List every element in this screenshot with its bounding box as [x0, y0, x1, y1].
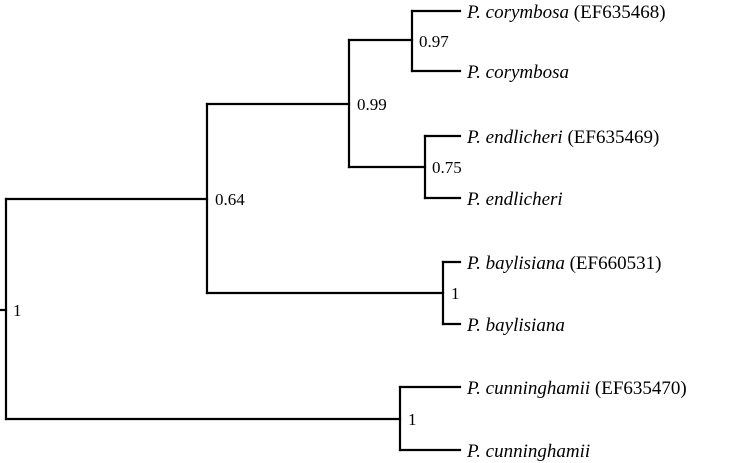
taxon-label: P. corymbosa	[466, 62, 569, 83]
species-name: P. corymbosa	[466, 62, 569, 83]
accession-number: (EF635470)	[595, 378, 687, 399]
support-cunninghamii: 1	[408, 410, 417, 429]
taxon-label: P. endlicheri	[466, 189, 563, 210]
accession-number: (EF635468)	[574, 2, 666, 23]
taxon-label: P. baylisiana	[466, 315, 565, 336]
species-name: P. baylisiana	[466, 253, 565, 274]
support-endlicheri: 0.75	[432, 158, 462, 177]
support-root: 1	[13, 301, 22, 320]
taxon-labels: P. corymbosa (EF635468) P. corymbosa P. …	[466, 2, 687, 462]
support-baylisiana: 1	[451, 284, 460, 303]
tree-branches	[0, 9, 462, 452]
species-name: P. corymbosa	[466, 2, 569, 23]
taxon-label: P. corymbosa (EF635468)	[466, 2, 666, 23]
species-name: P. baylisiana	[466, 315, 565, 336]
support-values: 1 0.64 0.99 0.97 0.75 1 1	[13, 32, 462, 429]
support-corymbosa: 0.97	[419, 32, 449, 51]
species-name: P. endlicheri	[466, 189, 563, 210]
accession-number: (EF635469)	[567, 127, 659, 148]
species-name: P. cunninghamii	[466, 378, 590, 399]
accession-number: (EF660531)	[570, 253, 662, 274]
taxon-label: P. cunninghamii (EF635470)	[466, 378, 687, 399]
species-name: P. endlicheri	[466, 127, 563, 148]
support-ingroup: 0.64	[215, 190, 245, 209]
support-corymbosa-endlicheri: 0.99	[357, 95, 387, 114]
taxon-label: P. baylisiana (EF660531)	[466, 253, 661, 274]
taxon-label: P. endlicheri (EF635469)	[466, 127, 659, 148]
species-name: P. cunninghamii	[466, 441, 590, 462]
taxon-label: P. cunninghamii	[466, 441, 590, 462]
